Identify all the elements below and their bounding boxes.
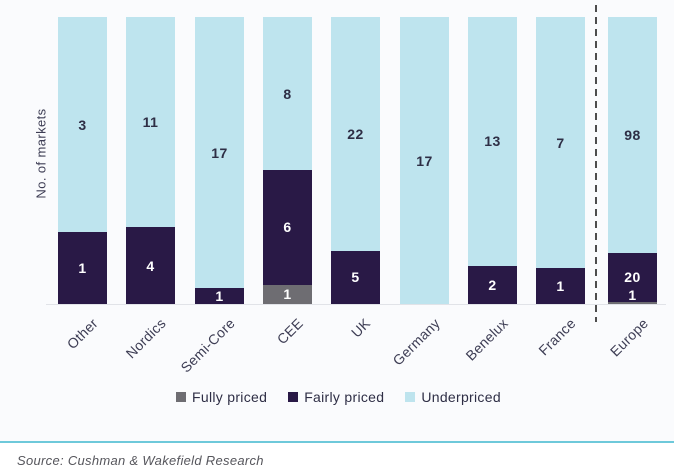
x-axis-line <box>46 304 666 305</box>
value-label-underpriced-germany: 17 <box>416 152 433 169</box>
legend-label-fully-priced: Fully priced <box>192 389 268 405</box>
value-label-underpriced-nordics: 11 <box>142 114 159 131</box>
x-tick-label-germany: Germany <box>389 315 443 369</box>
bar-germany: 17 <box>400 17 449 304</box>
x-tick-label-cee: CEE <box>273 315 306 348</box>
y-axis-label: No. of markets <box>33 108 49 199</box>
value-label-fairly-priced-benelux: 2 <box>488 276 497 293</box>
segment-fairly-priced-benelux <box>468 265 517 304</box>
segment-fairly-priced-europe <box>608 253 657 302</box>
legend-swatch-underpriced <box>405 392 416 402</box>
value-label-underpriced-uk: 22 <box>347 125 364 142</box>
bar-europe: 1 20 98 <box>608 17 657 304</box>
x-tick-label-semi-core: Semi-Core <box>177 315 238 376</box>
x-tick-label-other: Other <box>63 315 101 353</box>
bar-nordics: 4 11 <box>126 17 175 304</box>
x-tick-label-uk: UK <box>348 315 374 341</box>
source-text: Source: Cushman & Wakefield Research <box>17 453 264 468</box>
bar-semi-core: 1 17 <box>195 17 244 304</box>
europe-separator-dashed-line <box>595 5 597 322</box>
value-label-underpriced-other: 3 <box>78 116 87 133</box>
value-label-underpriced-france: 7 <box>556 134 565 151</box>
segment-underpriced-germany <box>400 17 449 304</box>
x-tick-label-benelux: Benelux <box>462 315 511 364</box>
value-label-fairly-priced-france: 1 <box>556 278 565 295</box>
legend: Fully priced Fairly priced Underpriced <box>176 389 501 405</box>
legend-label-underpriced: Underpriced <box>421 389 501 405</box>
segment-underpriced-semi-core <box>195 17 244 289</box>
legend-item-fairly-priced: Fairly priced <box>288 389 384 405</box>
value-label-fully-priced-cee: 1 <box>283 286 292 303</box>
segment-underpriced-other <box>58 17 107 233</box>
segment-underpriced-france <box>536 17 585 269</box>
segment-underpriced-benelux <box>468 17 517 266</box>
footer-divider-line <box>0 441 674 443</box>
segment-underpriced-cee <box>263 17 312 171</box>
segment-underpriced-europe <box>608 17 657 254</box>
value-label-fairly-priced-semi-core: 1 <box>215 288 224 305</box>
segment-fairly-priced-nordics <box>126 227 175 304</box>
legend-item-fully-priced: Fully priced <box>176 389 267 405</box>
segment-fully-priced-europe <box>608 301 657 304</box>
value-label-fairly-priced-cee: 6 <box>283 219 292 236</box>
legend-label-fairly-priced: Fairly priced <box>304 389 385 405</box>
segment-underpriced-uk <box>331 17 380 251</box>
legend-item-underpriced: Underpriced <box>405 389 501 405</box>
legend-swatch-fairly-priced <box>288 392 299 402</box>
segment-fairly-priced-uk <box>331 250 380 304</box>
value-label-fairly-priced-other: 1 <box>78 260 87 277</box>
value-label-fairly-priced-uk: 5 <box>351 269 360 286</box>
value-label-underpriced-cee: 8 <box>283 85 292 102</box>
stacked-bar-chart: No. of markets Fully priced Fairly priced… <box>33 5 666 405</box>
segment-underpriced-nordics <box>126 17 175 228</box>
segment-fairly-priced-other <box>58 232 107 304</box>
value-label-underpriced-benelux: 13 <box>484 133 501 150</box>
segment-fully-priced-cee <box>263 284 312 304</box>
value-label-fairly-priced-nordics: 4 <box>146 257 155 274</box>
x-tick-label-europe: Europe <box>606 315 651 360</box>
segment-fairly-priced-cee <box>263 170 312 285</box>
segment-fairly-priced-semi-core <box>195 288 244 304</box>
value-label-underpriced-europe: 98 <box>624 127 641 144</box>
value-label-fairly-priced-europe: 20 <box>624 269 641 286</box>
x-tick-label-france: France <box>535 315 579 359</box>
value-label-underpriced-semi-core: 17 <box>211 144 228 161</box>
value-label-fully-priced-europe: 1 <box>628 286 637 303</box>
bar-uk: 5 22 <box>331 17 380 304</box>
bar-benelux: 2 13 <box>468 17 517 304</box>
legend-swatch-fully-priced <box>176 392 186 402</box>
x-tick-label-nordics: Nordics <box>122 315 169 362</box>
bar-cee: 1 6 8 <box>263 17 312 304</box>
segment-fairly-priced-france <box>536 268 585 304</box>
